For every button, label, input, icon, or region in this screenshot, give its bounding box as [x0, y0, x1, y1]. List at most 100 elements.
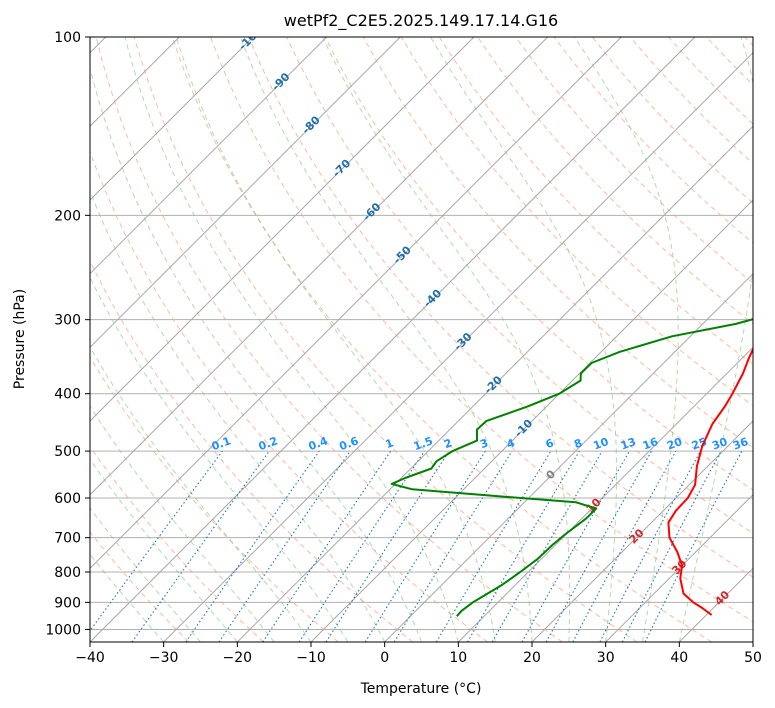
isotherm-line [163, 51, 753, 642]
mixing-ratio-label: 4 [505, 436, 517, 451]
dry-adiabat [95, 37, 563, 642]
moist-adiabat [574, 37, 679, 642]
isotherm-lines [90, 37, 753, 642]
y-tick-label: 500 [54, 444, 81, 460]
x-tick-label: −10 [296, 650, 326, 666]
moist-adiabat [430, 37, 617, 642]
chart-title: wetPf2_C2E5.2025.149.17.14.G16 [284, 11, 558, 31]
isotherm-line [90, 37, 328, 275]
isotherm-line [605, 493, 753, 642]
mixing-ratio-label: 16 [641, 435, 660, 453]
x-tick-label: 30 [597, 650, 615, 666]
y-tick-label: 900 [54, 595, 81, 611]
moist-adiabat [175, 37, 496, 642]
isotherm-line [310, 199, 753, 642]
moist-adiabat [90, 276, 349, 642]
mixing-ratio-label: 0.1 [210, 434, 233, 453]
y-tick-label: 400 [54, 387, 81, 403]
moist-adiabat [90, 345, 312, 642]
x-tick-label: 50 [744, 650, 762, 666]
dry-adiabat [248, 37, 753, 578]
mixing-ratio-label: 30 [710, 435, 729, 453]
y-tick-label: 700 [54, 531, 81, 547]
mixing-ratio-label: 25 [690, 435, 709, 452]
mixing-ratio-line [185, 450, 320, 642]
isotherm-line [90, 37, 254, 201]
mixing-ratio-line [90, 450, 223, 632]
y-tick-label: 100 [54, 30, 81, 46]
moist-adiabat [90, 507, 201, 642]
moist-adiabat [239, 37, 533, 642]
mixing-ratio-line [298, 450, 425, 642]
isotherm-line [90, 37, 401, 349]
isotherm-line [90, 37, 549, 496]
plot-frame [89, 36, 754, 643]
isotherm-line [90, 37, 696, 642]
x-tick-label: 10 [449, 650, 467, 666]
isotherm-line [531, 420, 753, 642]
moist-adiabat [90, 405, 275, 642]
moist-adiabats [90, 37, 753, 642]
mixing-ratio-line [262, 450, 392, 642]
mixing-ratio-label: 13 [619, 435, 638, 452]
x-axis-label: Temperature (°C) [360, 681, 482, 697]
mixing-ratio-label: 20 [665, 435, 684, 453]
x-tick-label: −40 [75, 650, 105, 666]
x-tick-label: 20 [523, 650, 541, 666]
moist-adiabat [90, 553, 165, 642]
mixing-ratio-line [572, 450, 677, 642]
mixing-ratio-label: 0.6 [338, 434, 361, 453]
y-tick-label: 200 [54, 208, 81, 224]
mixing-ratio-label: 1.5 [412, 434, 435, 453]
y-tick-label: 300 [54, 313, 81, 329]
y-tick-label: 800 [54, 565, 81, 581]
dry-adiabat [90, 531, 190, 642]
mixing-ratio-label: 10 [591, 435, 610, 453]
mixing-ratio-line [218, 450, 351, 642]
x-tick-label: −30 [149, 650, 179, 666]
dry-adiabat [210, 37, 753, 623]
mixing-ratio-label: 6 [544, 436, 556, 451]
mixing-ratio-label: 0.2 [257, 434, 280, 453]
dry-adiabat [90, 356, 339, 642]
mixing-ratio-label: 1 [384, 436, 396, 451]
mixing-ratio-label: 2 [442, 436, 454, 451]
moist-adiabat [90, 458, 238, 642]
y-axis-ticks: 100 200 300 400 500 600 700 800 900 1000 [45, 30, 90, 638]
x-tick-label: 0 [380, 650, 389, 666]
x-axis-ticks: −40 −30 −20 −10 0 10 20 30 40 50 [75, 642, 762, 666]
moist-adiabat [90, 65, 422, 642]
x-tick-label: −20 [223, 650, 253, 666]
y-tick-label: 1000 [45, 622, 81, 638]
moist-adiabat [124, 37, 459, 642]
dry-adiabat [90, 445, 264, 642]
mixing-ratio-line [131, 450, 270, 642]
series-layer [390, 318, 753, 617]
temperature-profile-line [667, 346, 753, 616]
x-tick-label: 40 [670, 650, 688, 666]
y-tick-label: 600 [54, 491, 81, 507]
isotherm-line [90, 37, 475, 422]
mixing-ratio-label: 8 [572, 436, 584, 451]
isobar-grid [90, 37, 753, 630]
dry-adiabat [515, 37, 753, 284]
dry-adiabat [90, 150, 488, 642]
moist-adiabat [90, 189, 386, 642]
dry-adiabat [171, 37, 712, 642]
dry-adiabat [133, 37, 638, 642]
dewpoint-profile-line [390, 318, 753, 617]
mixing-ratio-label: 36 [731, 435, 750, 453]
dry-adiabat [438, 37, 753, 366]
mixing-ratio-label: 0.4 [307, 434, 330, 453]
mixing-ratio-line [521, 450, 630, 642]
mixing-ratio-line [325, 450, 450, 642]
mixing-ratio-label: 3 [478, 436, 490, 451]
mixing-ratio-line [545, 450, 653, 642]
isotherm-line [457, 346, 753, 642]
y-axis-label: Pressure (hPa) [12, 289, 28, 389]
isotherm-line [90, 37, 622, 570]
plot-area: 0.1 0.2 0.4 0.6 1 1.5 2 3 4 6 8 10 13 16 20 25 30 36-100-… [90, 37, 753, 642]
mixing-ratio-line [644, 450, 743, 642]
